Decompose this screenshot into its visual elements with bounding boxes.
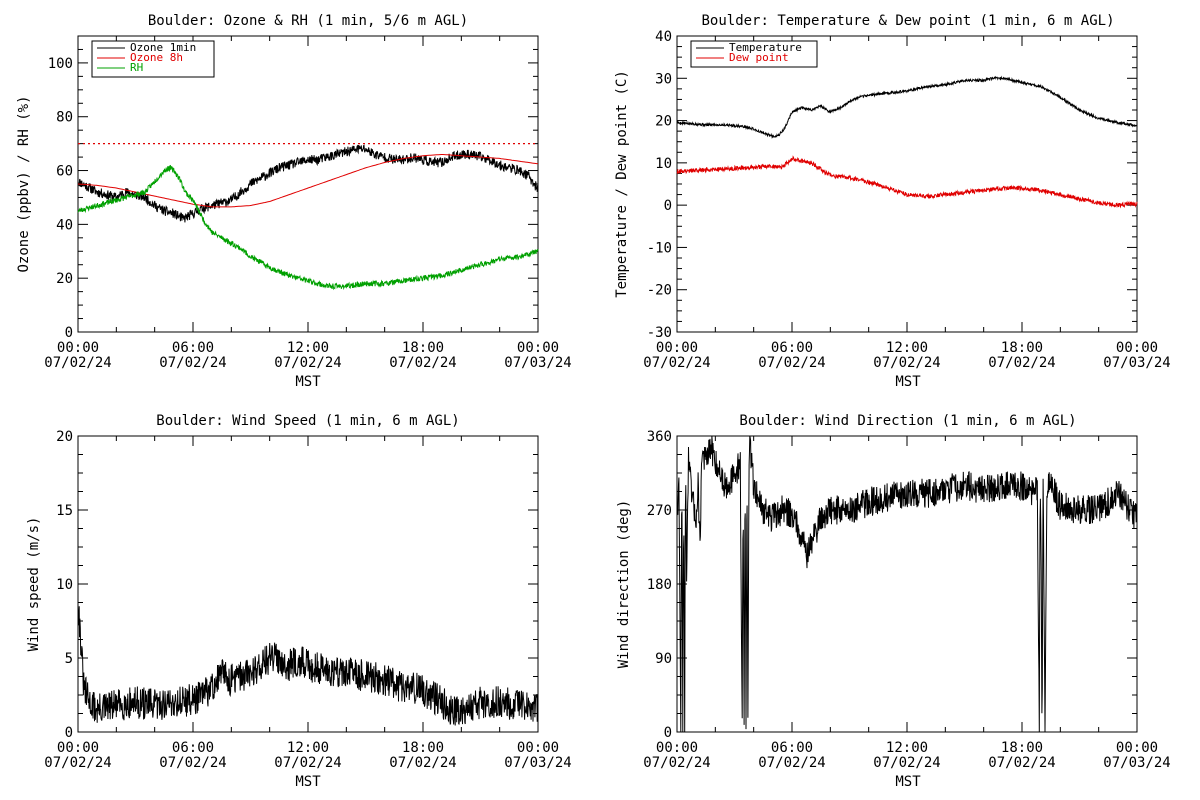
x-tick-label-time: 18:00 bbox=[1001, 340, 1043, 356]
series-line-series bbox=[77, 606, 539, 726]
y-axis-label: Wind speed (m/s) bbox=[26, 517, 42, 652]
series-line-series bbox=[676, 435, 1138, 733]
series-line-rh bbox=[77, 164, 539, 291]
x-tick-label-date: 07/03/24 bbox=[1103, 355, 1170, 371]
x-tick-label-date: 07/02/24 bbox=[873, 755, 940, 771]
x-tick-label-time: 00:00 bbox=[57, 740, 99, 756]
x-tick-label-time: 00:00 bbox=[517, 740, 559, 756]
x-tick-label-date: 07/02/24 bbox=[44, 355, 111, 371]
y-tick-label: 270 bbox=[647, 503, 672, 519]
legend-box bbox=[91, 40, 215, 78]
x-tick-label-time: 06:00 bbox=[172, 340, 214, 356]
wind-direction-chart: Boulder: Wind Direction (1 min, 6 m AGL)… bbox=[616, 413, 1171, 790]
x-tick-label-date: 07/02/24 bbox=[44, 755, 111, 771]
chart-title: Boulder: Wind Direction (1 min, 6 m AGL) bbox=[739, 413, 1076, 429]
y-tick-label: 15 bbox=[56, 503, 73, 519]
x-tick-label-time: 18:00 bbox=[1001, 740, 1043, 756]
y-tick-label: 180 bbox=[647, 577, 672, 593]
x-tick-label-time: 06:00 bbox=[771, 340, 813, 356]
x-tick-label-date: 07/02/24 bbox=[988, 355, 1055, 371]
chart-title: Boulder: Wind Speed (1 min, 6 m AGL) bbox=[156, 413, 459, 429]
y-tick-label: 40 bbox=[655, 29, 672, 45]
x-tick-label-date: 07/02/24 bbox=[643, 755, 710, 771]
x-tick-label-date: 07/03/24 bbox=[504, 755, 571, 771]
x-tick-label-time: 12:00 bbox=[886, 740, 928, 756]
y-tick-label: 0 bbox=[65, 325, 73, 341]
ozone-rh-chart: Boulder: Ozone & RH (1 min, 5/6 m AGL) M… bbox=[16, 13, 572, 390]
y-tick-label: 40 bbox=[56, 217, 73, 233]
y-tick-label: 0 bbox=[664, 725, 672, 741]
x-axis-label: MST bbox=[895, 374, 921, 390]
x-axis-label: MST bbox=[295, 774, 321, 790]
x-tick-label-date: 07/02/24 bbox=[389, 755, 456, 771]
legend-label: Dew point bbox=[729, 51, 789, 64]
series-line-ozone-8h bbox=[77, 154, 539, 208]
x-tick-label-time: 00:00 bbox=[57, 340, 99, 356]
x-tick-label-date: 07/02/24 bbox=[758, 355, 825, 371]
y-tick-label: 10 bbox=[655, 156, 672, 172]
x-tick-label-date: 07/02/24 bbox=[873, 355, 940, 371]
y-tick-label: 80 bbox=[56, 110, 73, 126]
series-line-dew-point bbox=[676, 155, 1138, 209]
x-tick-label-time: 18:00 bbox=[402, 340, 444, 356]
y-tick-label: 100 bbox=[48, 56, 73, 72]
x-tick-label-time: 00:00 bbox=[1116, 340, 1158, 356]
x-tick-label-time: 12:00 bbox=[886, 340, 928, 356]
y-tick-label: 360 bbox=[647, 429, 672, 445]
x-tick-label-date: 07/02/24 bbox=[274, 755, 341, 771]
y-axis-label: Wind direction (deg) bbox=[616, 500, 632, 669]
x-tick-label-date: 07/02/24 bbox=[159, 355, 226, 371]
x-tick-label-date: 07/02/24 bbox=[159, 755, 226, 771]
x-tick-label-time: 00:00 bbox=[1116, 740, 1158, 756]
legend-box bbox=[690, 40, 818, 68]
x-tick-label-time: 06:00 bbox=[771, 740, 813, 756]
x-tick-label-date: 07/02/24 bbox=[643, 355, 710, 371]
y-tick-label: 30 bbox=[655, 71, 672, 87]
x-tick-label-date: 07/03/24 bbox=[504, 355, 571, 371]
x-tick-label-time: 00:00 bbox=[656, 340, 698, 356]
x-tick-label-time: 06:00 bbox=[172, 740, 214, 756]
legend-label: RH bbox=[130, 61, 143, 74]
temperature-dewpoint-chart: Boulder: Temperature & Dew point (1 min,… bbox=[614, 13, 1171, 390]
y-tick-label: 0 bbox=[664, 198, 672, 214]
chart-title: Boulder: Temperature & Dew point (1 min,… bbox=[701, 13, 1114, 29]
y-tick-label: 90 bbox=[655, 651, 672, 667]
y-axis-label: Ozone (ppbv) / RH (%) bbox=[16, 95, 32, 272]
y-tick-label: 20 bbox=[655, 114, 672, 130]
series-line-ozone-1min bbox=[77, 144, 539, 223]
x-tick-label-time: 12:00 bbox=[287, 740, 329, 756]
x-tick-label-date: 07/02/24 bbox=[274, 355, 341, 371]
legend-label: Ozone 8h bbox=[130, 51, 183, 64]
y-tick-label: 20 bbox=[56, 429, 73, 445]
y-axis-label: Temperature / Dew point (C) bbox=[614, 70, 630, 298]
chart-title: Boulder: Ozone & RH (1 min, 5/6 m AGL) bbox=[148, 13, 468, 29]
y-tick-label: 10 bbox=[56, 577, 73, 593]
x-tick-label-time: 00:00 bbox=[517, 340, 559, 356]
legend-label: Temperature bbox=[729, 41, 802, 54]
x-tick-label-time: 00:00 bbox=[656, 740, 698, 756]
x-axis-label: MST bbox=[895, 774, 921, 790]
x-tick-label-date: 07/02/24 bbox=[988, 755, 1055, 771]
wind-speed-chart: Boulder: Wind Speed (1 min, 6 m AGL) MST… bbox=[26, 413, 572, 790]
x-axis-label: MST bbox=[295, 374, 321, 390]
y-tick-label: 5 bbox=[65, 651, 73, 667]
x-tick-label-time: 18:00 bbox=[402, 740, 444, 756]
y-tick-label: -10 bbox=[647, 240, 672, 256]
y-tick-label: 60 bbox=[56, 164, 73, 180]
y-tick-label: 20 bbox=[56, 271, 73, 287]
x-tick-label-date: 07/02/24 bbox=[758, 755, 825, 771]
x-tick-label-time: 12:00 bbox=[287, 340, 329, 356]
x-tick-label-date: 07/03/24 bbox=[1103, 755, 1170, 771]
y-tick-label: -30 bbox=[647, 325, 672, 341]
y-tick-label: -20 bbox=[647, 283, 672, 299]
series-line-temperature bbox=[676, 75, 1138, 139]
legend-label: Ozone 1min bbox=[130, 41, 196, 54]
y-tick-label: 0 bbox=[65, 725, 73, 741]
x-tick-label-date: 07/02/24 bbox=[389, 355, 456, 371]
